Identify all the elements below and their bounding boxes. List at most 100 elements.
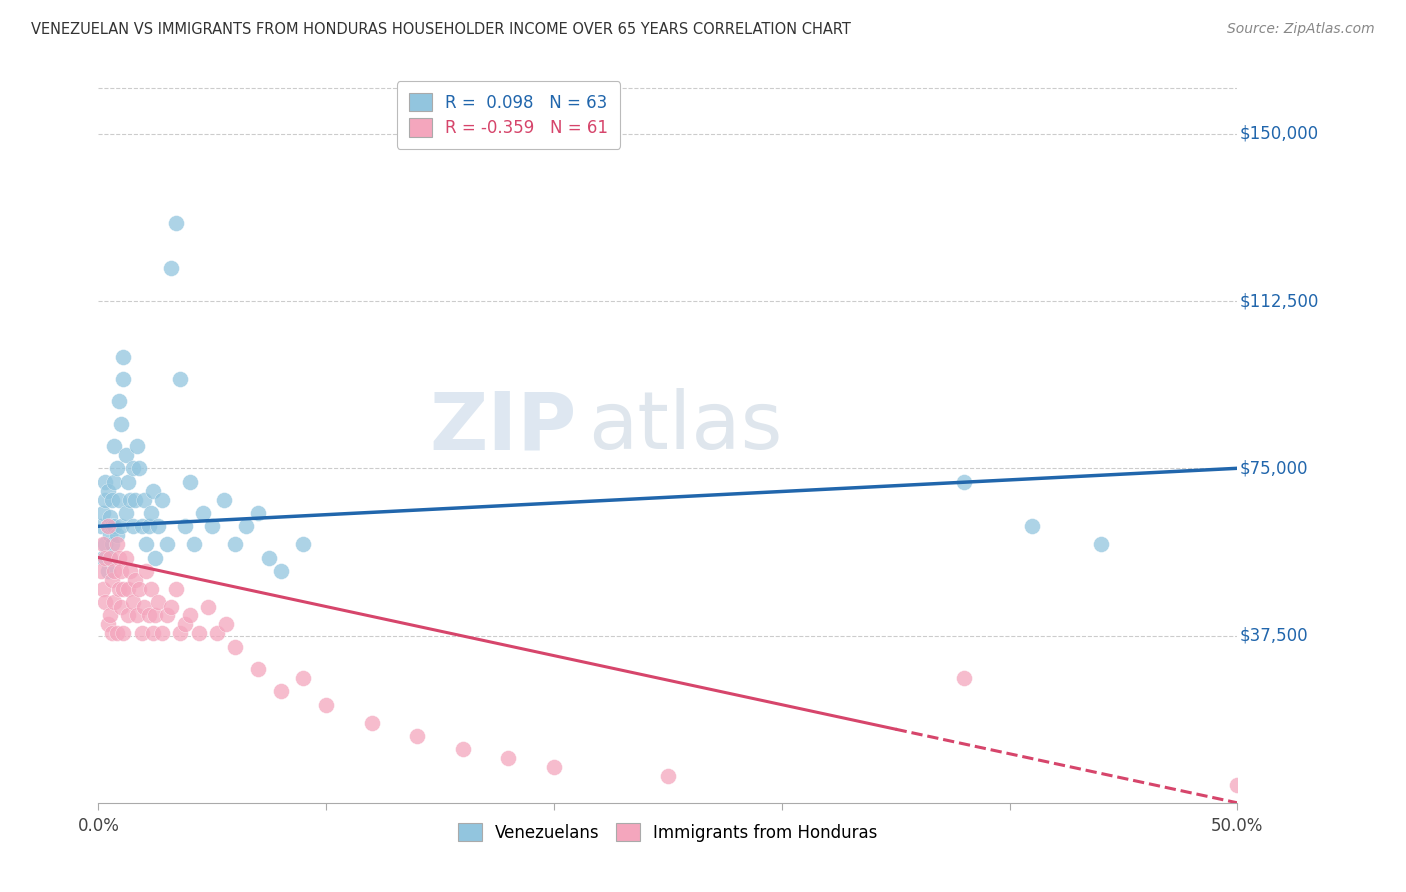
Point: [205, 626, 228, 640]
Point: [114, 550, 136, 565]
Point: [98, 550, 121, 565]
Point: [259, 550, 281, 565]
Point: [105, 461, 128, 475]
Point: [101, 537, 124, 551]
Point: [101, 626, 124, 640]
Point: [139, 582, 162, 596]
Point: [101, 492, 124, 507]
Point: [132, 492, 155, 507]
Point: [270, 564, 292, 578]
Point: [953, 475, 976, 489]
Point: [108, 582, 131, 596]
Text: VENEZUELAN VS IMMIGRANTS FROM HONDURAS HOUSEHOLDER INCOME OVER 65 YEARS CORRELAT: VENEZUELAN VS IMMIGRANTS FROM HONDURAS H…: [31, 22, 851, 37]
Point: [105, 626, 128, 640]
Point: [174, 617, 197, 632]
Point: [108, 550, 131, 565]
Point: [98, 510, 121, 524]
Point: [224, 640, 246, 654]
Point: [121, 461, 143, 475]
Point: [112, 350, 135, 364]
Point: [105, 537, 128, 551]
Point: [183, 537, 205, 551]
Point: [96, 617, 118, 632]
Point: [114, 506, 136, 520]
Point: [165, 582, 187, 596]
Point: [657, 769, 679, 783]
Point: [103, 564, 125, 578]
Point: [94, 595, 117, 609]
Point: [90, 564, 112, 578]
Text: atlas: atlas: [588, 388, 783, 467]
Point: [127, 439, 149, 453]
Point: [124, 492, 146, 507]
Text: Source: ZipAtlas.com: Source: ZipAtlas.com: [1227, 22, 1375, 37]
Point: [145, 550, 167, 565]
Point: [406, 729, 429, 743]
Text: ZIP: ZIP: [429, 388, 576, 467]
Point: [146, 519, 169, 533]
Point: [112, 626, 135, 640]
Point: [91, 550, 114, 565]
Point: [292, 537, 315, 551]
Point: [120, 492, 142, 507]
Point: [94, 475, 117, 489]
Point: [96, 519, 118, 533]
Text: $75,000: $75,000: [1240, 459, 1308, 477]
Point: [90, 519, 112, 533]
Point: [174, 519, 197, 533]
Point: [101, 573, 124, 587]
Point: [103, 595, 125, 609]
Point: [169, 372, 191, 386]
Point: [117, 475, 139, 489]
Point: [142, 626, 165, 640]
Point: [156, 608, 179, 623]
Point: [98, 608, 121, 623]
Point: [103, 519, 125, 533]
Point: [246, 662, 269, 676]
Point: [953, 671, 976, 685]
Point: [215, 617, 238, 632]
Point: [114, 448, 136, 462]
Point: [150, 492, 173, 507]
Point: [179, 475, 201, 489]
Point: [138, 608, 160, 623]
Point: [212, 492, 235, 507]
Point: [146, 595, 169, 609]
Point: [110, 417, 132, 431]
Point: [156, 537, 179, 551]
Point: [117, 582, 139, 596]
Point: [160, 260, 183, 275]
Point: [108, 492, 131, 507]
Point: [96, 519, 118, 533]
Point: [91, 582, 114, 596]
Point: [246, 506, 269, 520]
Point: [145, 608, 167, 623]
Point: [270, 684, 292, 698]
Point: [135, 537, 157, 551]
Point: [112, 582, 135, 596]
Point: [94, 492, 117, 507]
Point: [108, 394, 131, 409]
Point: [193, 506, 215, 520]
Point: [1090, 537, 1112, 551]
Point: [105, 528, 128, 542]
Point: [98, 550, 121, 565]
Point: [132, 599, 155, 614]
Point: [142, 483, 165, 498]
Point: [150, 626, 173, 640]
Point: [360, 715, 382, 730]
Point: [110, 564, 132, 578]
Point: [110, 599, 132, 614]
Point: [160, 599, 183, 614]
Point: [96, 483, 118, 498]
Point: [124, 573, 146, 587]
Legend: Venezuelans, Immigrants from Honduras: Venezuelans, Immigrants from Honduras: [451, 817, 884, 848]
Text: $37,500: $37,500: [1240, 626, 1308, 645]
Point: [120, 564, 142, 578]
Point: [91, 537, 114, 551]
Point: [131, 626, 153, 640]
Point: [103, 475, 125, 489]
Point: [235, 519, 257, 533]
Point: [224, 537, 246, 551]
Point: [112, 372, 135, 386]
